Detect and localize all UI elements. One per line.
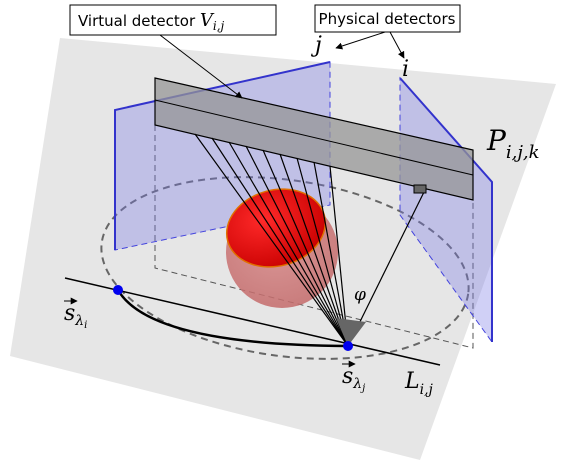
source-i-label: sλi bbox=[64, 301, 87, 331]
rays bbox=[194, 133, 426, 347]
label-box bbox=[314, 4, 461, 33]
source-j bbox=[343, 341, 353, 351]
projection bbox=[154, 125, 474, 349]
line-label: Li,j bbox=[404, 369, 434, 398]
plane-label: Pi,j,k bbox=[486, 124, 540, 163]
right-angle bbox=[413, 184, 427, 194]
physical-detectors-label: Physical detectors bbox=[319, 10, 456, 28]
angle-label: φ bbox=[354, 285, 366, 305]
virtual-detector-edge bbox=[154, 99, 474, 176]
detector-i-label: i bbox=[402, 57, 409, 82]
virtual-detector bbox=[154, 77, 474, 201]
virtual-detector-label: Virtual detector Vi,j bbox=[78, 10, 225, 33]
arrow bbox=[159, 34, 243, 99]
label-box bbox=[69, 4, 277, 36]
circle bbox=[100, 176, 470, 360]
arrow bbox=[389, 31, 405, 59]
detector-i-edge bbox=[399, 77, 493, 342]
source-j-label: sλj bbox=[342, 364, 365, 394]
source-i bbox=[113, 285, 123, 295]
arrow bbox=[335, 31, 386, 50]
detector-j-label: j bbox=[310, 33, 322, 58]
trajectory bbox=[116, 289, 349, 348]
angle-wedge bbox=[336, 318, 366, 346]
line-l bbox=[64, 277, 441, 366]
detector-j-edge bbox=[114, 61, 331, 250]
